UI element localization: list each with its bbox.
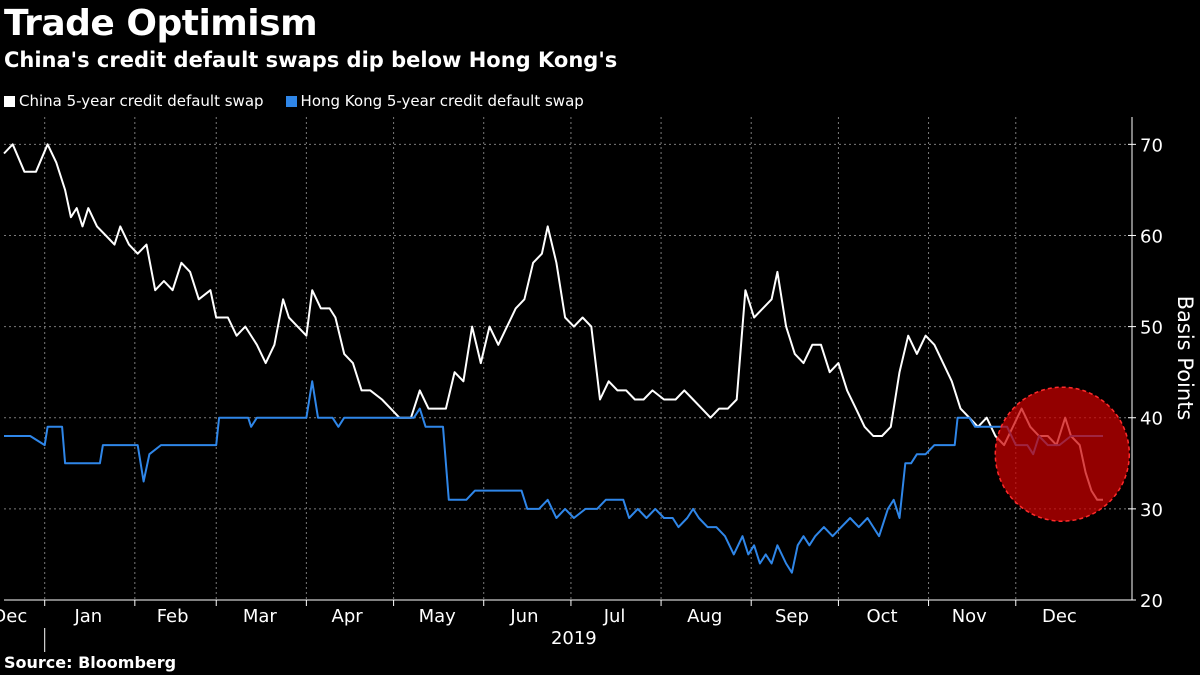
legend-item-china: China 5-year credit default swap <box>4 90 264 112</box>
x-tick-label: Apr <box>332 606 364 627</box>
y-tick-label: 20 <box>1140 591 1163 612</box>
legend-swatch-hong-kong <box>285 95 297 107</box>
highlight-circle-shape <box>994 386 1131 522</box>
x-tick-label: Jun <box>509 606 538 627</box>
y-tick-label: 50 <box>1140 318 1163 339</box>
year-label: 2019 <box>551 628 597 649</box>
x-tick-label: Sep <box>775 606 809 627</box>
chart-subtitle: China's credit default swaps dip below H… <box>4 48 618 72</box>
y-tick-label: 70 <box>1140 135 1163 156</box>
x-axis: Dec Jan Feb Mar Apr May Jun Jul Aug Sep Oct Nov Dec 2… <box>0 599 1128 652</box>
gridlines <box>4 117 1128 600</box>
legend: China 5-year credit default swap Hong Ko… <box>4 90 584 112</box>
highlight-circle <box>994 386 1131 522</box>
legend-swatch-china <box>4 95 15 107</box>
series-line-china <box>3 143 1103 501</box>
x-tick-label: Oct <box>866 606 897 627</box>
legend-label-china: China 5-year credit default swap <box>19 92 264 110</box>
x-tick-label: Mar <box>243 606 278 627</box>
y-tick-label: 30 <box>1140 500 1163 521</box>
source-note: Source: Bloomberg <box>4 653 177 672</box>
y-axis-label: Basis Points <box>1173 296 1197 421</box>
x-tick-label: May <box>419 606 457 627</box>
y-axis: 20 30 40 50 60 70 <box>1128 117 1163 612</box>
series-line-hong-kong <box>4 380 1103 574</box>
x-tick-label: Jan <box>73 606 102 627</box>
legend-label-hong-kong: Hong Kong 5-year credit default swap <box>300 92 584 110</box>
y-tick-label: 60 <box>1140 226 1163 247</box>
x-tick-label: Dec <box>0 606 27 627</box>
x-tick-label: Feb <box>157 606 189 627</box>
x-tick-label: Aug <box>687 606 722 627</box>
chart-title: Trade Optimism <box>4 3 318 44</box>
x-tick-label: Nov <box>952 606 987 627</box>
legend-item-hong-kong: Hong Kong 5-year credit default swap <box>285 90 584 112</box>
series-lines <box>3 143 1103 574</box>
x-tick-label: Jul <box>603 606 626 627</box>
x-tick-label: Dec <box>1042 606 1077 627</box>
y-tick-label: 40 <box>1140 409 1163 430</box>
